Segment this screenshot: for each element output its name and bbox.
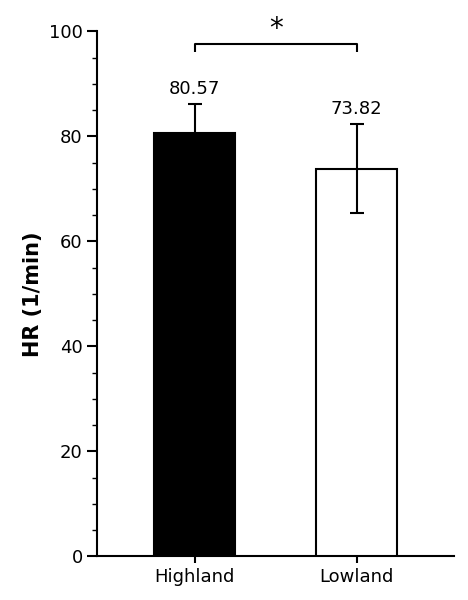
Text: 80.57: 80.57 xyxy=(169,80,220,98)
Bar xyxy=(154,133,235,556)
Bar xyxy=(316,169,397,556)
Text: *: * xyxy=(269,16,283,43)
Text: 73.82: 73.82 xyxy=(331,100,383,118)
Y-axis label: HR (1/min): HR (1/min) xyxy=(23,231,43,356)
